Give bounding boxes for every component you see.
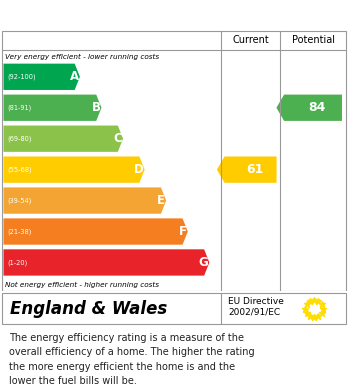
Text: EU Directive
2002/91/EC: EU Directive 2002/91/EC: [228, 297, 284, 316]
Text: C: C: [113, 132, 122, 145]
Text: G: G: [199, 256, 208, 269]
Text: B: B: [92, 101, 101, 114]
Text: (92-100): (92-100): [7, 74, 35, 80]
Text: The energy efficiency rating is a measure of the
overall efficiency of a home. T: The energy efficiency rating is a measur…: [9, 333, 254, 386]
Text: (1-20): (1-20): [7, 259, 27, 266]
Text: D: D: [134, 163, 144, 176]
Text: E: E: [157, 194, 165, 207]
Text: (55-68): (55-68): [7, 167, 32, 173]
Text: Not energy efficient - higher running costs: Not energy efficient - higher running co…: [5, 282, 159, 288]
Text: (69-80): (69-80): [7, 135, 31, 142]
Polygon shape: [3, 126, 123, 152]
Polygon shape: [217, 156, 277, 183]
Text: (39-54): (39-54): [7, 197, 31, 204]
Polygon shape: [276, 95, 342, 121]
Text: Very energy efficient - lower running costs: Very energy efficient - lower running co…: [5, 54, 159, 61]
Text: (81-91): (81-91): [7, 104, 31, 111]
Text: Current: Current: [232, 35, 269, 45]
Polygon shape: [3, 156, 145, 183]
Text: Energy Efficiency Rating: Energy Efficiency Rating: [9, 7, 219, 23]
Text: A: A: [70, 70, 79, 83]
Polygon shape: [3, 219, 188, 245]
Text: Potential: Potential: [292, 35, 334, 45]
Polygon shape: [3, 249, 209, 276]
Text: F: F: [179, 225, 187, 238]
Text: 84: 84: [309, 101, 326, 114]
Text: England & Wales: England & Wales: [10, 300, 168, 317]
Text: (21-38): (21-38): [7, 228, 31, 235]
Polygon shape: [3, 64, 80, 90]
Polygon shape: [3, 187, 166, 214]
Polygon shape: [3, 95, 102, 121]
Text: 61: 61: [246, 163, 263, 176]
